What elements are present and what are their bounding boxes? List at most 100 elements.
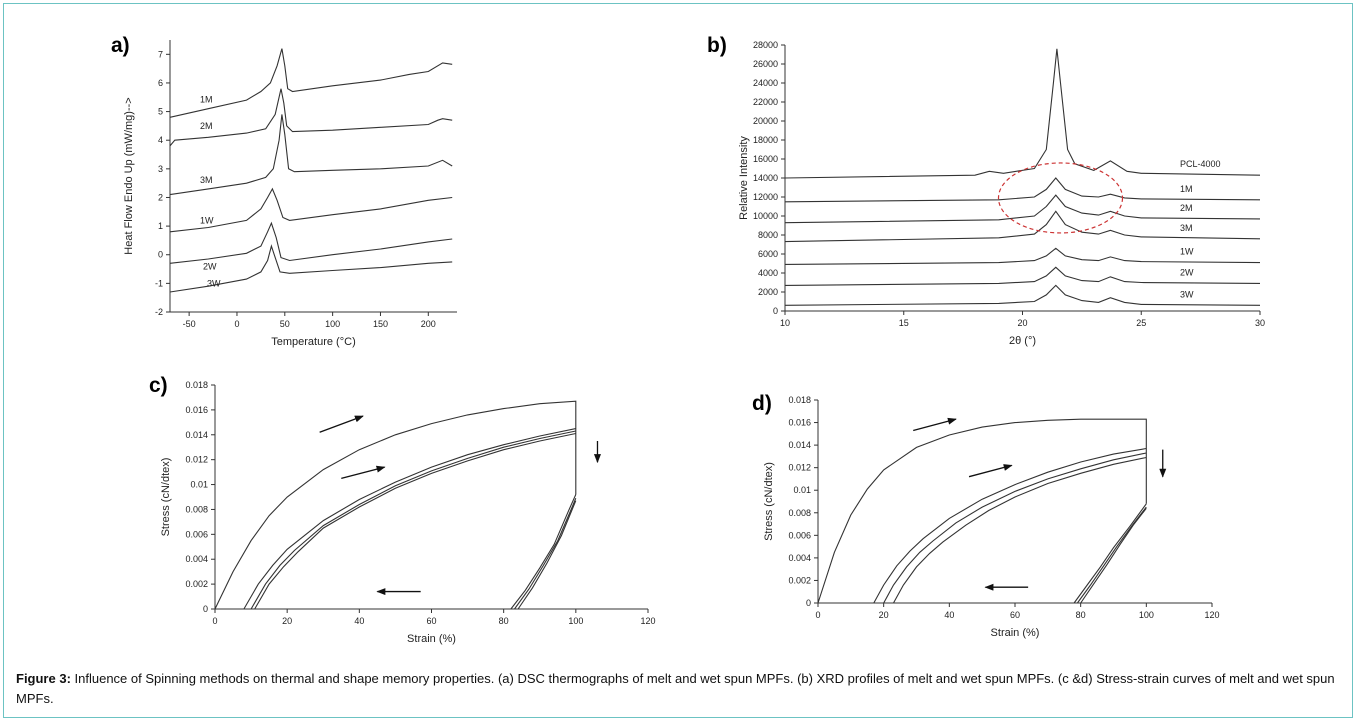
y-tick-label: 0 [806, 598, 811, 608]
x-tick-label: -50 [183, 319, 196, 329]
series-line [169, 221, 453, 264]
y-tick-label: 7 [158, 49, 163, 59]
x-axis-label: Temperature (°C) [271, 336, 355, 348]
direction-arrow [913, 417, 957, 432]
y-tick-label: 3 [158, 164, 163, 174]
series-label: 1W [200, 215, 214, 225]
series-line [784, 177, 1261, 203]
series-line [817, 418, 1147, 604]
y-axis-label: Stress (cN/dtex) [160, 458, 172, 537]
x-tick-label: 60 [1010, 610, 1020, 620]
direction-arrow [968, 464, 1013, 478]
x-tick-label: 80 [499, 616, 509, 626]
series-line [169, 244, 453, 293]
y-tick-label: 10000 [753, 211, 778, 221]
y-tick-label: 22000 [753, 97, 778, 107]
series-line [250, 430, 576, 610]
y-tick-label: 20000 [753, 116, 778, 126]
y-tick-label: 28000 [753, 40, 778, 50]
series-label: 1W [1180, 247, 1194, 257]
y-tick-label: -2 [155, 307, 163, 317]
x-tick-label: 80 [1076, 610, 1086, 620]
series-line [169, 187, 453, 233]
x-tick-label: 15 [899, 318, 909, 328]
x-tick-label: 0 [212, 616, 217, 626]
x-tick-label: 20 [879, 610, 889, 620]
x-tick-label: 20 [282, 616, 292, 626]
series-line [1080, 507, 1147, 604]
series-line [873, 447, 1147, 604]
y-tick-label: 16000 [753, 154, 778, 164]
series-line [784, 266, 1261, 286]
x-tick-label: 100 [568, 616, 583, 626]
y-tick-label: 0 [773, 306, 778, 316]
x-tick-label: 20 [1017, 318, 1027, 328]
series-label: 2W [1180, 267, 1194, 277]
y-tick-label: 12000 [753, 192, 778, 202]
series-label: 1M [200, 95, 213, 105]
x-axis-label: Strain (%) [991, 627, 1040, 639]
y-tick-label: 0.006 [185, 529, 208, 539]
y-axis-label: Stress (cN/dtex) [763, 462, 775, 541]
series-line [1073, 503, 1147, 604]
y-tick-label: 1 [158, 221, 163, 231]
series-line [784, 247, 1261, 265]
series-line [784, 284, 1261, 306]
series-label: 3M [1180, 223, 1193, 233]
y-tick-label: 0 [203, 604, 208, 614]
panel-label: b) [707, 34, 727, 57]
series-line [784, 194, 1261, 224]
chart-panel-1: a) -50 0 50 100 150 200 -2 -1 0 1 2 3 4 5 6 7 Temperature… [111, 34, 457, 348]
y-tick-label: 0.004 [788, 553, 811, 563]
y-tick-label: 18000 [753, 135, 778, 145]
y-tick-label: 0.008 [185, 504, 208, 514]
figure-panels: a)-50 0 50 100 150 200-2-101234567Temperature… [111, 34, 1265, 645]
series-line [169, 114, 453, 196]
y-tick-label: 0.014 [788, 440, 811, 450]
y-tick-label: 8000 [758, 230, 778, 240]
y-tick-label: 2 [158, 192, 163, 202]
x-tick-label: 40 [944, 610, 954, 620]
y-tick-label: 5 [158, 107, 163, 117]
series-label: 3W [1180, 289, 1194, 299]
y-tick-label: -1 [155, 278, 163, 288]
x-tick-label: 120 [640, 616, 655, 626]
series-label: 3W [207, 278, 221, 288]
y-tick-label: 4000 [758, 268, 778, 278]
y-tick-label: 0.006 [788, 530, 811, 540]
x-tick-label: 60 [426, 616, 436, 626]
x-tick-label: 0 [815, 610, 820, 620]
series-line [883, 452, 1147, 604]
y-tick-label: 24000 [753, 78, 778, 88]
series-line [517, 500, 577, 610]
caption-label: Figure 3: [16, 671, 71, 686]
x-tick-label: 25 [1136, 318, 1146, 328]
x-tick-label: 30 [1255, 318, 1265, 328]
series-label: 2W [203, 262, 217, 272]
series-line [243, 428, 576, 610]
y-tick-label: 0.012 [788, 463, 811, 473]
y-tick-label: 0.01 [190, 480, 208, 490]
chart-panel-2: b) 10 15 20 25 30 0 2000 4000 6000 8000 10000 12000 1… [707, 34, 1265, 347]
figure-caption: Figure 3: Influence of Spinning methods … [16, 669, 1336, 709]
chart-panel-4: d) 0 20 40 60 80 100 120 0 0.002 0.004 0.006 0.008 0.… [752, 392, 1220, 639]
y-axis-label: Relative Intensity [738, 136, 750, 220]
series-label: 2M [1180, 203, 1193, 213]
y-tick-label: 0.014 [185, 430, 208, 440]
x-tick-label: 200 [421, 319, 436, 329]
y-tick-label: 14000 [753, 173, 778, 183]
series-line [169, 48, 453, 118]
x-axis-label: Strain (%) [407, 633, 456, 645]
series-line [784, 48, 1261, 179]
y-tick-label: 0.016 [185, 405, 208, 415]
highlight-ellipse [997, 162, 1124, 234]
y-tick-label: 6 [158, 78, 163, 88]
series-line [1076, 506, 1147, 604]
direction-arrow [341, 465, 386, 479]
caption-text: Influence of Spinning methods on thermal… [16, 671, 1335, 706]
x-tick-label: 40 [354, 616, 364, 626]
series-label: 1M [1180, 184, 1193, 194]
x-tick-label: 10 [780, 318, 790, 328]
y-tick-label: 0.018 [788, 395, 811, 405]
x-axis-label: 2θ (°) [1009, 335, 1036, 347]
